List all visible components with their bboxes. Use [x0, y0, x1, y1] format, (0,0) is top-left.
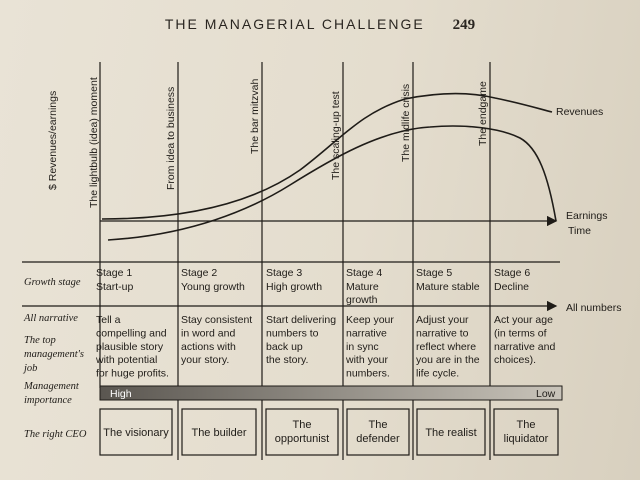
svg-text:Management: Management	[23, 381, 80, 392]
stage-name-4: Mature	[346, 281, 379, 293]
management-importance-bar	[99, 385, 563, 401]
ceo-label-6: liquidator	[504, 433, 549, 445]
revenues-label: Revenues	[556, 106, 603, 118]
stage-job-4: with your	[345, 354, 389, 366]
ceo-label-4: The	[369, 419, 388, 431]
stage-job-3: back up	[266, 341, 303, 353]
ceo-row-label: The right CEO	[24, 429, 87, 440]
job-row-label: The top management's job	[22, 335, 84, 374]
stage-job-4: numbers.	[346, 368, 390, 380]
moment-label-1: The lightbulb (idea) moment	[88, 77, 100, 208]
stage-job-1: plausible story	[96, 341, 164, 353]
stage-number-2: Stage 2	[181, 267, 217, 279]
svg-text:job: job	[22, 363, 37, 374]
stage-job-1: with potential	[95, 354, 157, 366]
stage-job-2: actions with	[181, 341, 236, 353]
stage-job-3: Start delivering	[266, 314, 336, 326]
svg-text:The top: The top	[24, 335, 56, 346]
stage-number-5: Stage 5	[416, 267, 452, 279]
importance-low-label: Low	[536, 388, 556, 400]
ceo-box-6	[493, 408, 559, 456]
growth-stage-row-label: Growth stage	[24, 277, 81, 288]
y-axis-label: $ Revenues/earnings	[47, 91, 59, 190]
stage-number-4: Stage 4	[346, 267, 382, 279]
ceo-label-6: The	[517, 419, 536, 431]
ceo-box-2	[181, 408, 257, 456]
ceo-label-3: The	[293, 419, 312, 431]
stage-name-6: Decline	[494, 281, 529, 293]
moment-label-6: The endgame	[477, 81, 489, 146]
ceo-label-5: The realist	[425, 427, 476, 439]
earnings-curve	[107, 125, 557, 241]
time-label: Time	[568, 225, 591, 237]
stage-job-3: the story.	[266, 354, 308, 366]
moment-label-3: The bar mitzvah	[249, 79, 261, 154]
ceo-box-1	[99, 408, 173, 456]
ceo-label-1: The visionary	[103, 427, 169, 439]
stage-job-5: reflect where	[416, 341, 476, 353]
svg-text:management's: management's	[24, 349, 84, 360]
moment-label-5: The midlife crisis	[400, 84, 412, 162]
all-narrative-row-label: All narrative	[23, 313, 78, 324]
stage-job-6: choices).	[494, 354, 536, 366]
ceo-box-3	[265, 408, 339, 456]
ceo-label-4: defender	[356, 433, 400, 445]
ceo-label-3: opportunist	[275, 433, 329, 445]
chapter-title: THE MANAGERIAL CHALLENGE	[164, 16, 425, 32]
ceo-label-2: The builder	[191, 427, 246, 439]
stage-job-4: narrative	[346, 327, 387, 339]
stage-number-6: Stage 6	[494, 267, 530, 279]
stage-name-4: growth	[346, 294, 378, 306]
stage-job-1: for huge profits.	[96, 368, 169, 380]
stage-job-2: your story.	[181, 354, 229, 366]
stage-number-3: Stage 3	[266, 267, 302, 279]
ceo-box-5	[416, 408, 486, 456]
stage-job-5: life cycle.	[416, 368, 459, 380]
stage-job-4: in sync	[346, 341, 379, 353]
stage-job-6: narrative and	[494, 341, 555, 353]
moment-label-2: From idea to business	[165, 87, 177, 190]
stage-job-5: Adjust your	[416, 314, 469, 326]
page-number: 249	[452, 17, 476, 33]
revenues-curve	[101, 92, 553, 220]
moment-labels: The lightbulb (idea) moment From idea to…	[88, 77, 489, 208]
moment-label-4: The scaling-up test	[330, 91, 342, 180]
ceo-box-4	[346, 408, 410, 456]
stage-job-5: you are in the	[416, 354, 480, 366]
stage-job-4: Keep your	[346, 314, 394, 326]
all-numbers-label: All numbers	[566, 302, 621, 314]
stage-job-6: Act your age	[494, 314, 553, 326]
stage-job-1: compelling and	[96, 327, 167, 339]
earnings-label: Earnings	[566, 210, 607, 222]
stage-name-1: Start-up	[96, 281, 134, 293]
running-header: THE MANAGERIAL CHALLENGE 249	[0, 16, 640, 34]
stage-job-1: Tell a	[96, 314, 121, 326]
stage-number-1: Stage 1	[96, 267, 132, 279]
stage-job-5: narrative to	[416, 327, 469, 339]
stage-job-3: numbers to	[266, 327, 319, 339]
svg-text:importance: importance	[24, 395, 72, 406]
stage-name-3: High growth	[266, 281, 322, 293]
importance-row-label: Management importance	[23, 381, 80, 406]
stage-name-2: Young growth	[181, 281, 245, 293]
stage-job-2: Stay consistent	[181, 314, 252, 326]
stage-job-2: in word and	[181, 327, 235, 339]
importance-high-label: High	[110, 388, 132, 400]
stage-job-6: (in terms of	[494, 327, 547, 339]
stage-name-5: Mature stable	[416, 281, 480, 293]
